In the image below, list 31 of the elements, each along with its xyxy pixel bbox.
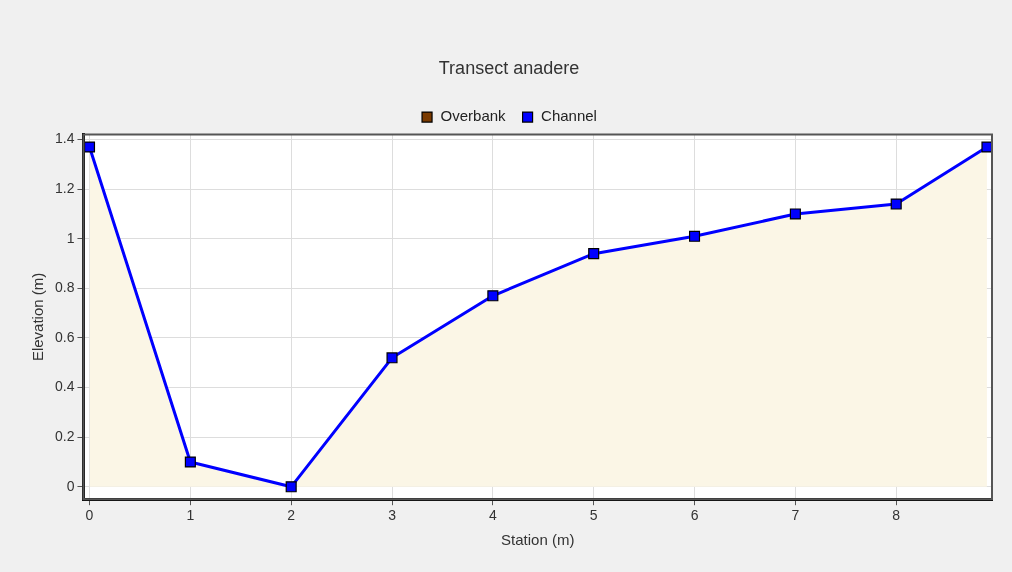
point (688, 230, 701, 242)
x-tick-label: 4 (488, 507, 497, 524)
y-tick-label: 1 (66, 229, 75, 246)
point (890, 198, 902, 210)
point (789, 208, 801, 220)
y-axis-title: Elevation (m) (29, 272, 47, 362)
point (981, 141, 992, 153)
y-tick-label: 0.8 (54, 279, 75, 296)
point (588, 248, 600, 260)
x-tick-label: 6 (690, 507, 699, 524)
legend-label: Channel (541, 107, 597, 125)
x-tick-label: 0 (85, 507, 94, 524)
legend-label: Overbank (440, 107, 507, 125)
x-tick-label: 8 (892, 507, 901, 524)
y-tick-label: 1.2 (54, 180, 75, 197)
y-tick-label: 0.4 (54, 378, 75, 395)
x-tick-label: 7 (791, 507, 800, 524)
y-tick-label: 1.4 (54, 130, 75, 147)
point (285, 481, 297, 493)
point (487, 290, 499, 302)
point (386, 352, 398, 364)
x-tick-label: 5 (589, 507, 598, 524)
y-tick-label: 0 (66, 477, 75, 494)
x-tick-label: 3 (388, 507, 397, 524)
chart-title: Transect anadere (438, 57, 580, 78)
x-axis-title: Station (m) (501, 531, 575, 549)
x-tick-label: 2 (287, 507, 296, 524)
x-tick-label: 1 (186, 507, 195, 524)
y-tick-label: 0.2 (54, 428, 75, 445)
y-tick-label: 0.6 (54, 328, 75, 345)
point (184, 456, 196, 468)
